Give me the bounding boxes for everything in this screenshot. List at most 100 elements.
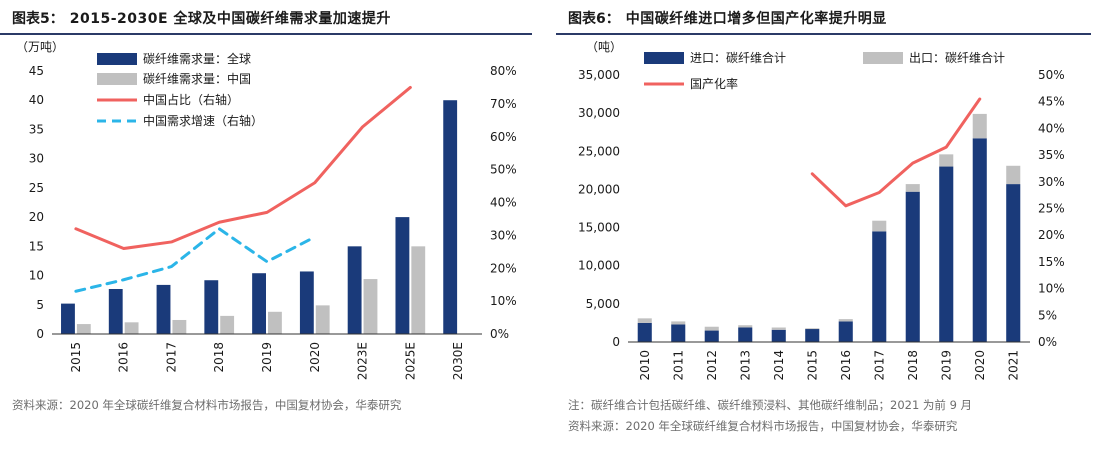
left-bar-global	[204, 280, 219, 334]
left-y2-tick-label: 10%	[490, 294, 517, 308]
right-x-tick-label: 2012	[705, 350, 719, 381]
right-bar-import	[905, 191, 920, 342]
right-y-tick-label: 35,000	[578, 68, 620, 82]
left-y2-tick-label: 40%	[490, 196, 517, 210]
right-figure-label: 图表6：	[568, 11, 620, 27]
right-y2-tick-label: 5%	[1038, 308, 1057, 322]
right-bar-import	[1006, 184, 1021, 342]
right-x-tick-label: 2019	[939, 350, 953, 381]
left-y2-tick-label: 70%	[490, 97, 517, 111]
left-x-tick-label: 2025E	[403, 342, 417, 380]
left-figure: 图表5： 2015-2030E 全球及中国碳纤维需求量加速提升 （万吨） 0 5 10…	[0, 0, 540, 458]
left-bar-global	[443, 100, 458, 334]
left-y-tick-label: 20	[29, 210, 44, 224]
right-bar-export	[738, 325, 753, 328]
left-y-tick-label: 45	[29, 64, 44, 78]
right-bar-import	[872, 231, 887, 342]
right-y2-tick-label: 10%	[1038, 282, 1065, 296]
right-bar-export	[671, 321, 686, 325]
left-title-rule	[0, 33, 532, 35]
right-figure: 图表6： 中国碳纤维进口增多但国产化率提升明显 （吨） 0 5,000 10,000 1…	[556, 0, 1099, 458]
left-line-1	[74, 227, 317, 293]
left-legend-swatch	[97, 53, 137, 65]
right-bar-import	[704, 330, 719, 342]
right-x-tick-label: 2018	[906, 350, 920, 381]
right-x-tick-label: 2017	[872, 350, 886, 381]
right-bar-import	[738, 327, 753, 342]
left-x-tick-label: 2017	[164, 342, 178, 373]
left-y-tick-label: 25	[29, 181, 44, 195]
right-bar-export	[805, 328, 820, 330]
right-title-rule	[556, 33, 1091, 35]
right-y2-tick-label: 35%	[1038, 148, 1065, 162]
right-y-tick-label: 10,000	[578, 259, 620, 273]
left-y2-tick-label: 0%	[490, 327, 509, 341]
right-bar-export	[637, 318, 652, 323]
left-bar-china	[411, 246, 426, 334]
right-x-tick-label: 2021	[1006, 350, 1020, 381]
right-chart: （吨） 0 5,000 10,000 15,000 20,000 25,000 30,000 3…	[578, 40, 1065, 381]
left-bar-china	[76, 324, 91, 334]
right-legend-swatch	[644, 52, 684, 64]
left-bar-global	[299, 271, 314, 334]
left-legend-swatch	[97, 73, 137, 85]
left-y-tick-label: 10	[29, 269, 44, 283]
left-chart: （万吨） 0 5 10 15 20 25 30 35 40 45 0% 10% 20% 30% 40% 50% 6…	[16, 40, 517, 380]
right-y-tick-label: 20,000	[578, 182, 620, 196]
right-bar-export	[972, 113, 987, 139]
right-bar-export	[1006, 165, 1021, 185]
right-bar-export	[838, 319, 853, 322]
right-bar-import	[805, 329, 820, 342]
left-bar-china	[172, 319, 187, 334]
left-y2-tick-label: 50%	[490, 163, 517, 177]
left-figure-title-text: 2015-2030E 全球及中国碳纤维需求量加速提升	[69, 11, 391, 27]
right-x-tick-label: 2010	[638, 350, 652, 381]
left-figure-label: 图表5：	[12, 11, 64, 27]
right-x-tick-label: 2014	[772, 350, 786, 381]
left-bar-global	[347, 246, 362, 334]
right-y-tick-label: 5,000	[586, 297, 620, 311]
right-bar-import	[838, 321, 853, 342]
left-bar-china	[220, 315, 235, 334]
left-bar-global	[395, 217, 410, 334]
right-bar-export	[872, 220, 887, 232]
right-figure-title-text: 中国碳纤维进口增多但国产化率提升明显	[625, 11, 887, 27]
left-unit-label: （万吨）	[16, 40, 64, 54]
right-y2-tick-label: 50%	[1038, 68, 1065, 82]
left-line-0	[74, 85, 412, 251]
left-y2-tick-label: 20%	[490, 261, 517, 275]
left-figure-title: 图表5： 2015-2030E 全球及中国碳纤维需求量加速提升	[12, 8, 391, 28]
left-bar-global	[61, 303, 75, 334]
right-note-text: 注：碳纤维合计包括碳纤维、碳纤维预浸料、其他碳纤维制品；2021 为前 9 月	[568, 398, 973, 412]
right-figure-title: 图表6： 中国碳纤维进口增多但国产化率提升明显	[568, 8, 887, 28]
right-x-tick-label: 2020	[973, 350, 987, 381]
right-y2-tick-label: 45%	[1038, 95, 1065, 109]
left-bar-china	[124, 322, 139, 334]
right-y2-tick-label: 25%	[1038, 202, 1065, 216]
right-bar-export	[939, 154, 954, 167]
right-x-tick-label: 2013	[738, 350, 752, 381]
left-legend-label: 碳纤维需求量：全球	[143, 51, 251, 66]
left-bar-global	[108, 288, 123, 334]
right-legend-swatch	[863, 52, 903, 64]
right-bar-export	[704, 326, 719, 331]
right-unit-label: （吨）	[586, 40, 622, 54]
left-x-tick-label: 2019	[260, 342, 274, 373]
right-legend-label: 进口：碳纤维合计	[690, 50, 786, 65]
left-y-tick-label: 30	[29, 152, 44, 166]
left-bar-global	[252, 273, 266, 334]
left-bar-china	[363, 279, 378, 334]
right-legend-label: 出口：碳纤维合计	[909, 50, 1005, 65]
left-y-tick-label: 35	[29, 122, 44, 136]
right-x-tick-label: 2011	[671, 350, 685, 381]
left-x-tick-label: 2015	[69, 342, 83, 373]
left-y2-tick-label: 30%	[490, 228, 517, 242]
right-y2-tick-label: 30%	[1038, 175, 1065, 189]
right-y-tick-label: 25,000	[578, 144, 620, 158]
right-bar-import	[637, 322, 652, 342]
right-bar-import	[771, 329, 786, 342]
left-bar-global	[156, 284, 171, 334]
left-bar-china	[315, 305, 330, 334]
right-y2-tick-label: 20%	[1038, 228, 1065, 242]
right-y2-tick-label: 15%	[1038, 255, 1065, 269]
